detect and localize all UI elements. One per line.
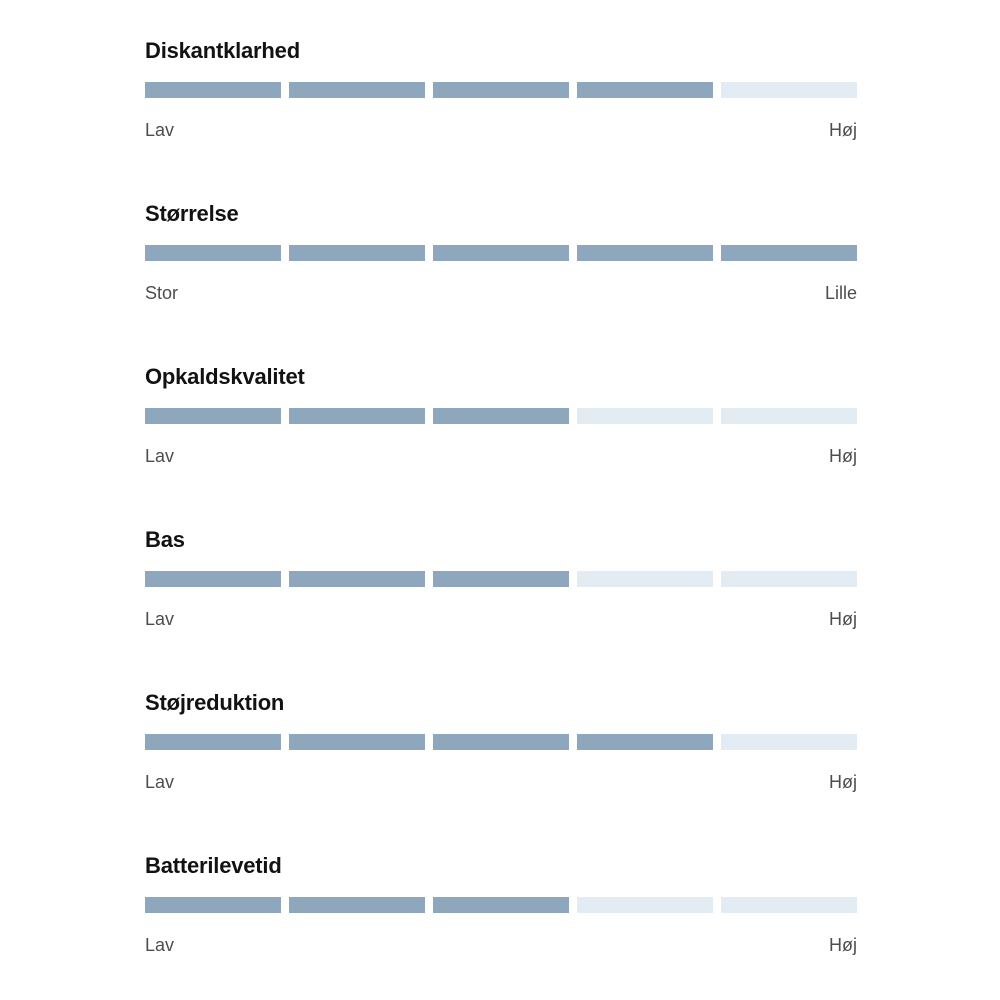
rating-scale-max-label: Høj — [829, 935, 857, 955]
rating-section: Diskantklarhed Lav Høj — [145, 40, 857, 139]
rating-scale-labels: Lav Høj — [145, 447, 857, 465]
rating-segment-filled — [433, 408, 569, 424]
rating-bar — [145, 734, 857, 750]
rating-section: Batterilevetid Lav Høj — [145, 855, 857, 954]
rating-bar — [145, 571, 857, 587]
rating-segment-filled — [289, 571, 425, 587]
rating-section: Størrelse Stor Lille — [145, 203, 857, 302]
rating-scale-min-label: Lav — [145, 609, 175, 629]
rating-bar — [145, 245, 857, 261]
rating-segment-filled — [289, 897, 425, 913]
rating-scale-min-label: Lav — [145, 120, 175, 140]
rating-segment-filled — [289, 734, 425, 750]
rating-scale-max-label: Høj — [829, 120, 857, 140]
rating-scale-min-label: Lav — [145, 772, 175, 792]
rating-segment-empty — [577, 897, 713, 913]
rating-segment-filled — [145, 82, 281, 98]
rating-segment-filled — [145, 734, 281, 750]
rating-segment-empty — [721, 571, 857, 587]
ratings-list: Diskantklarhed Lav Høj Størrelse Stor Li… — [145, 40, 857, 954]
rating-scale-labels: Stor Lille — [145, 284, 857, 302]
rating-segment-filled — [433, 897, 569, 913]
rating-segment-filled — [433, 82, 569, 98]
rating-bar — [145, 408, 857, 424]
rating-scale-labels: Lav Høj — [145, 610, 857, 628]
rating-scale-labels: Lav Høj — [145, 936, 857, 954]
rating-scale-min-label: Lav — [145, 935, 175, 955]
rating-segment-empty — [721, 82, 857, 98]
rating-title: Størrelse — [145, 201, 239, 226]
rating-title: Batterilevetid — [145, 853, 282, 878]
rating-scale-max-label: Høj — [829, 772, 857, 792]
rating-scale-labels: Lav Høj — [145, 773, 857, 791]
rating-segment-empty — [721, 408, 857, 424]
rating-segment-filled — [433, 571, 569, 587]
rating-segment-empty — [721, 734, 857, 750]
rating-scale-max-label: Høj — [829, 609, 857, 629]
rating-title: Støjreduktion — [145, 690, 285, 715]
rating-segment-filled — [145, 245, 281, 261]
rating-segment-empty — [721, 897, 857, 913]
rating-segment-filled — [145, 408, 281, 424]
rating-title: Bas — [145, 527, 185, 552]
rating-scale-min-label: Lav — [145, 446, 175, 466]
rating-segment-filled — [433, 734, 569, 750]
rating-segment-filled — [433, 245, 569, 261]
rating-scale-max-label: Lille — [824, 283, 857, 303]
rating-section: Opkaldskvalitet Lav Høj — [145, 366, 857, 465]
rating-segment-filled — [577, 245, 713, 261]
rating-segment-filled — [289, 245, 425, 261]
rating-segment-filled — [577, 82, 713, 98]
rating-segment-filled — [145, 897, 281, 913]
rating-segment-filled — [289, 82, 425, 98]
rating-segment-empty — [577, 571, 713, 587]
rating-scale-labels: Lav Høj — [145, 121, 857, 139]
rating-segment-filled — [721, 245, 857, 261]
rating-scale-min-label: Stor — [145, 283, 179, 303]
rating-bar — [145, 897, 857, 913]
rating-title: Opkaldskvalitet — [145, 364, 305, 389]
rating-bar — [145, 82, 857, 98]
rating-segment-filled — [289, 408, 425, 424]
rating-section: Støjreduktion Lav Høj — [145, 692, 857, 791]
rating-segment-empty — [577, 408, 713, 424]
rating-segment-filled — [145, 571, 281, 587]
rating-segment-filled — [577, 734, 713, 750]
rating-scale-max-label: Høj — [829, 446, 857, 466]
rating-title: Diskantklarhed — [145, 38, 300, 63]
rating-section: Bas Lav Høj — [145, 529, 857, 628]
